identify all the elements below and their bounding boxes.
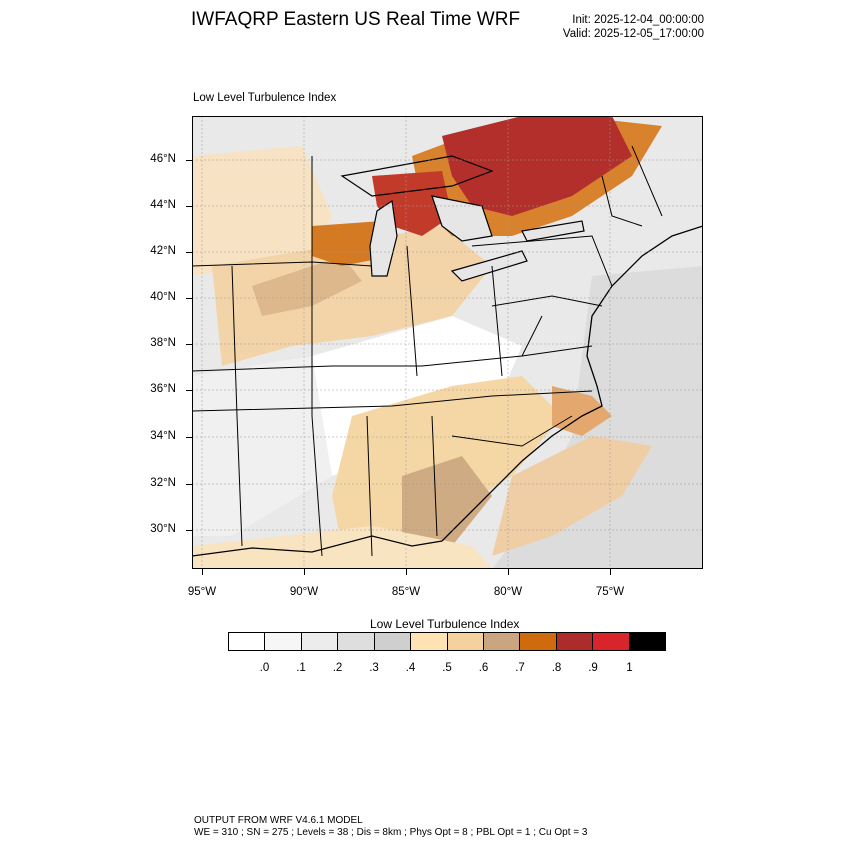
colorbar-label: .6 [478,662,489,674]
coastline [192,225,703,557]
colorbar-label: .5 [442,662,452,674]
colorbar-swatch [338,633,375,650]
lon-label: 90°W [289,586,319,598]
lon-tick [406,569,407,575]
lake-superior [340,155,494,197]
field-title: Low Level Turbulence Index [193,92,337,104]
colorbar-swatch [229,633,266,650]
lon-tick [610,569,611,575]
lon-tick [304,569,305,575]
lon-label: 95°W [187,586,217,598]
lat-tick [186,530,192,531]
model-footer: OUTPUT FROM WRF V4.6.1 MODEL WE = 310 ; … [194,815,587,839]
colorbar-swatch [447,633,484,650]
colorbar-swatch [265,633,302,650]
field-central-band-dark [252,256,362,316]
colorbar-label: .2 [332,662,343,674]
colorbar-label: .8 [551,662,562,674]
lat-label: 34°N [150,430,176,442]
colorbar-swatch [629,633,666,650]
field-nw-tan [192,146,332,276]
colorbar-label: .9 [588,662,598,674]
field-gulf [192,526,492,569]
lat-tick [186,437,192,438]
run-times: Init: 2025-12-04_00:00:00 Valid: 2025-12… [563,13,704,41]
colorbar [228,632,666,651]
lake-erie [450,250,528,282]
colorbar-swatch [556,633,594,650]
footer-line-1: OUTPUT FROM WRF V4.6.1 MODEL [194,815,363,826]
lon-tick [508,569,509,575]
lat-tick [186,252,192,253]
init-time: Init: 2025-12-04_00:00:00 [572,14,704,26]
lat-label: 30°N [150,523,176,535]
field-central-band [212,226,492,366]
lon-label: 80°W [493,586,523,598]
colorbar-label: .1 [296,662,306,674]
lat-label: 36°N [150,383,176,395]
lat-tick [186,390,192,391]
colorbar-title: Low Level Turbulence Index [370,617,520,631]
lat-label: 38°N [150,337,176,349]
colorbar-swatch [411,633,448,650]
lat-label: 46°N [150,153,176,165]
lat-label: 42°N [150,245,176,257]
field-ne-red [442,116,632,216]
valid-time: Valid: 2025-12-05_17:00:00 [562,28,704,40]
field-se-brown [402,456,492,556]
lat-tick [186,206,192,207]
lat-label: 44°N [150,199,176,211]
chart-title: IWFAQRP Eastern US Real Time WRF [191,9,521,30]
lat-label: 40°N [150,291,176,303]
turbulence-map [192,116,703,569]
lake-ontario [521,220,585,242]
colorbar-label: 1 [626,662,633,674]
field-atlantic-tan [492,436,652,556]
colorbar-label: .4 [405,662,416,674]
field-nc-coast [552,386,612,436]
colorbar-swatch [374,633,412,650]
state-boundaries [192,145,663,557]
colorbar-label: .7 [515,662,525,674]
lon-label: 85°W [391,586,421,598]
lat-tick [186,344,192,345]
lake-michigan [369,199,398,277]
lon-label: 75°W [595,586,625,598]
lat-label: 32°N [150,477,176,489]
colorbar-swatch [483,633,521,650]
lat-tick [186,298,192,299]
colorbar-swatch [593,633,630,650]
lat-tick [186,160,192,161]
map-panel [192,116,703,569]
lake-huron [431,195,493,242]
colorbar-label: .3 [369,662,379,674]
footer-line-2: WE = 310 ; SN = 275 ; Levels = 38 ; Dis … [194,827,588,838]
colorbar-label: .0 [259,662,270,674]
lon-tick [202,569,203,575]
graticule [192,116,703,569]
colorbar-swatch [520,633,557,650]
lat-tick [186,484,192,485]
field-south-gray [192,356,332,536]
colorbar-swatch [301,633,339,650]
